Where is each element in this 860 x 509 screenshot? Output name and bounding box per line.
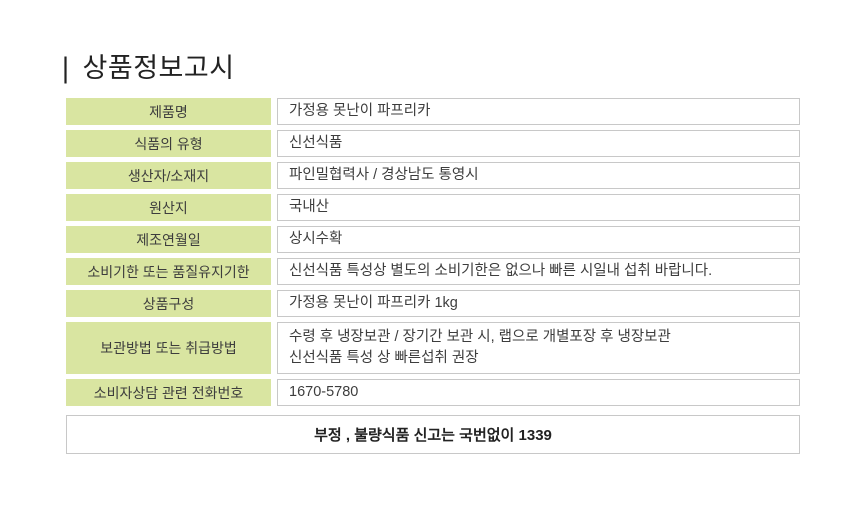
row-label: 원산지 [66,194,271,221]
table-row: 제조연월일 상시수확 [66,226,800,253]
row-label: 상품구성 [66,290,271,317]
row-value: 가정용 못난이 파프리카 1kg [277,290,800,317]
row-value: 국내산 [277,194,800,221]
table-row: 식품의 유형 신선식품 [66,130,800,157]
table-row: 소비자상담 관련 전화번호 1670-5780 [66,379,800,406]
row-label: 제조연월일 [66,226,271,253]
row-value: 파인밀협력사 / 경상남도 통영시 [277,162,800,189]
table-row: 생산자/소재지 파인밀협력사 / 경상남도 통영시 [66,162,800,189]
product-info-section: | 상품정보고시 제품명 가정용 못난이 파프리카 식품의 유형 신선식품 생산… [62,52,860,454]
row-value: 상시수확 [277,226,800,253]
table-row: 제품명 가정용 못난이 파프리카 [66,98,800,125]
row-label: 생산자/소재지 [66,162,271,189]
report-notice-box: 부정 , 불량식품 신고는 국번없이 1339 [66,415,800,454]
row-label: 제품명 [66,98,271,125]
page-title: | 상품정보고시 [62,52,860,84]
row-value: 1670-5780 [277,379,800,406]
table-row: 상품구성 가정용 못난이 파프리카 1kg [66,290,800,317]
table-row: 보관방법 또는 취급방법 수령 후 냉장보관 / 장기간 보관 시, 랩으로 개… [66,322,800,374]
table-row: 소비기한 또는 품질유지기한 신선식품 특성상 별도의 소비기한은 없으나 빠른… [66,258,800,285]
row-label: 소비기한 또는 품질유지기한 [66,258,271,285]
title-bar-glyph: | [62,52,70,84]
row-value: 수령 후 냉장보관 / 장기간 보관 시, 랩으로 개별포장 후 냉장보관 신선… [277,322,800,374]
table-row: 원산지 국내산 [66,194,800,221]
report-notice-text: 부정 , 불량식품 신고는 국번없이 1339 [314,427,552,444]
row-label: 식품의 유형 [66,130,271,157]
product-info-table: 제품명 가정용 못난이 파프리카 식품의 유형 신선식품 생산자/소재지 파인밀… [66,98,800,406]
row-value: 신선식품 특성상 별도의 소비기한은 없으나 빠른 시일내 섭취 바랍니다. [277,258,800,285]
row-value: 가정용 못난이 파프리카 [277,98,800,125]
page-title-text: 상품정보고시 [82,53,235,83]
row-label: 소비자상담 관련 전화번호 [66,379,271,406]
row-value: 신선식품 [277,130,800,157]
row-label: 보관방법 또는 취급방법 [66,322,271,374]
